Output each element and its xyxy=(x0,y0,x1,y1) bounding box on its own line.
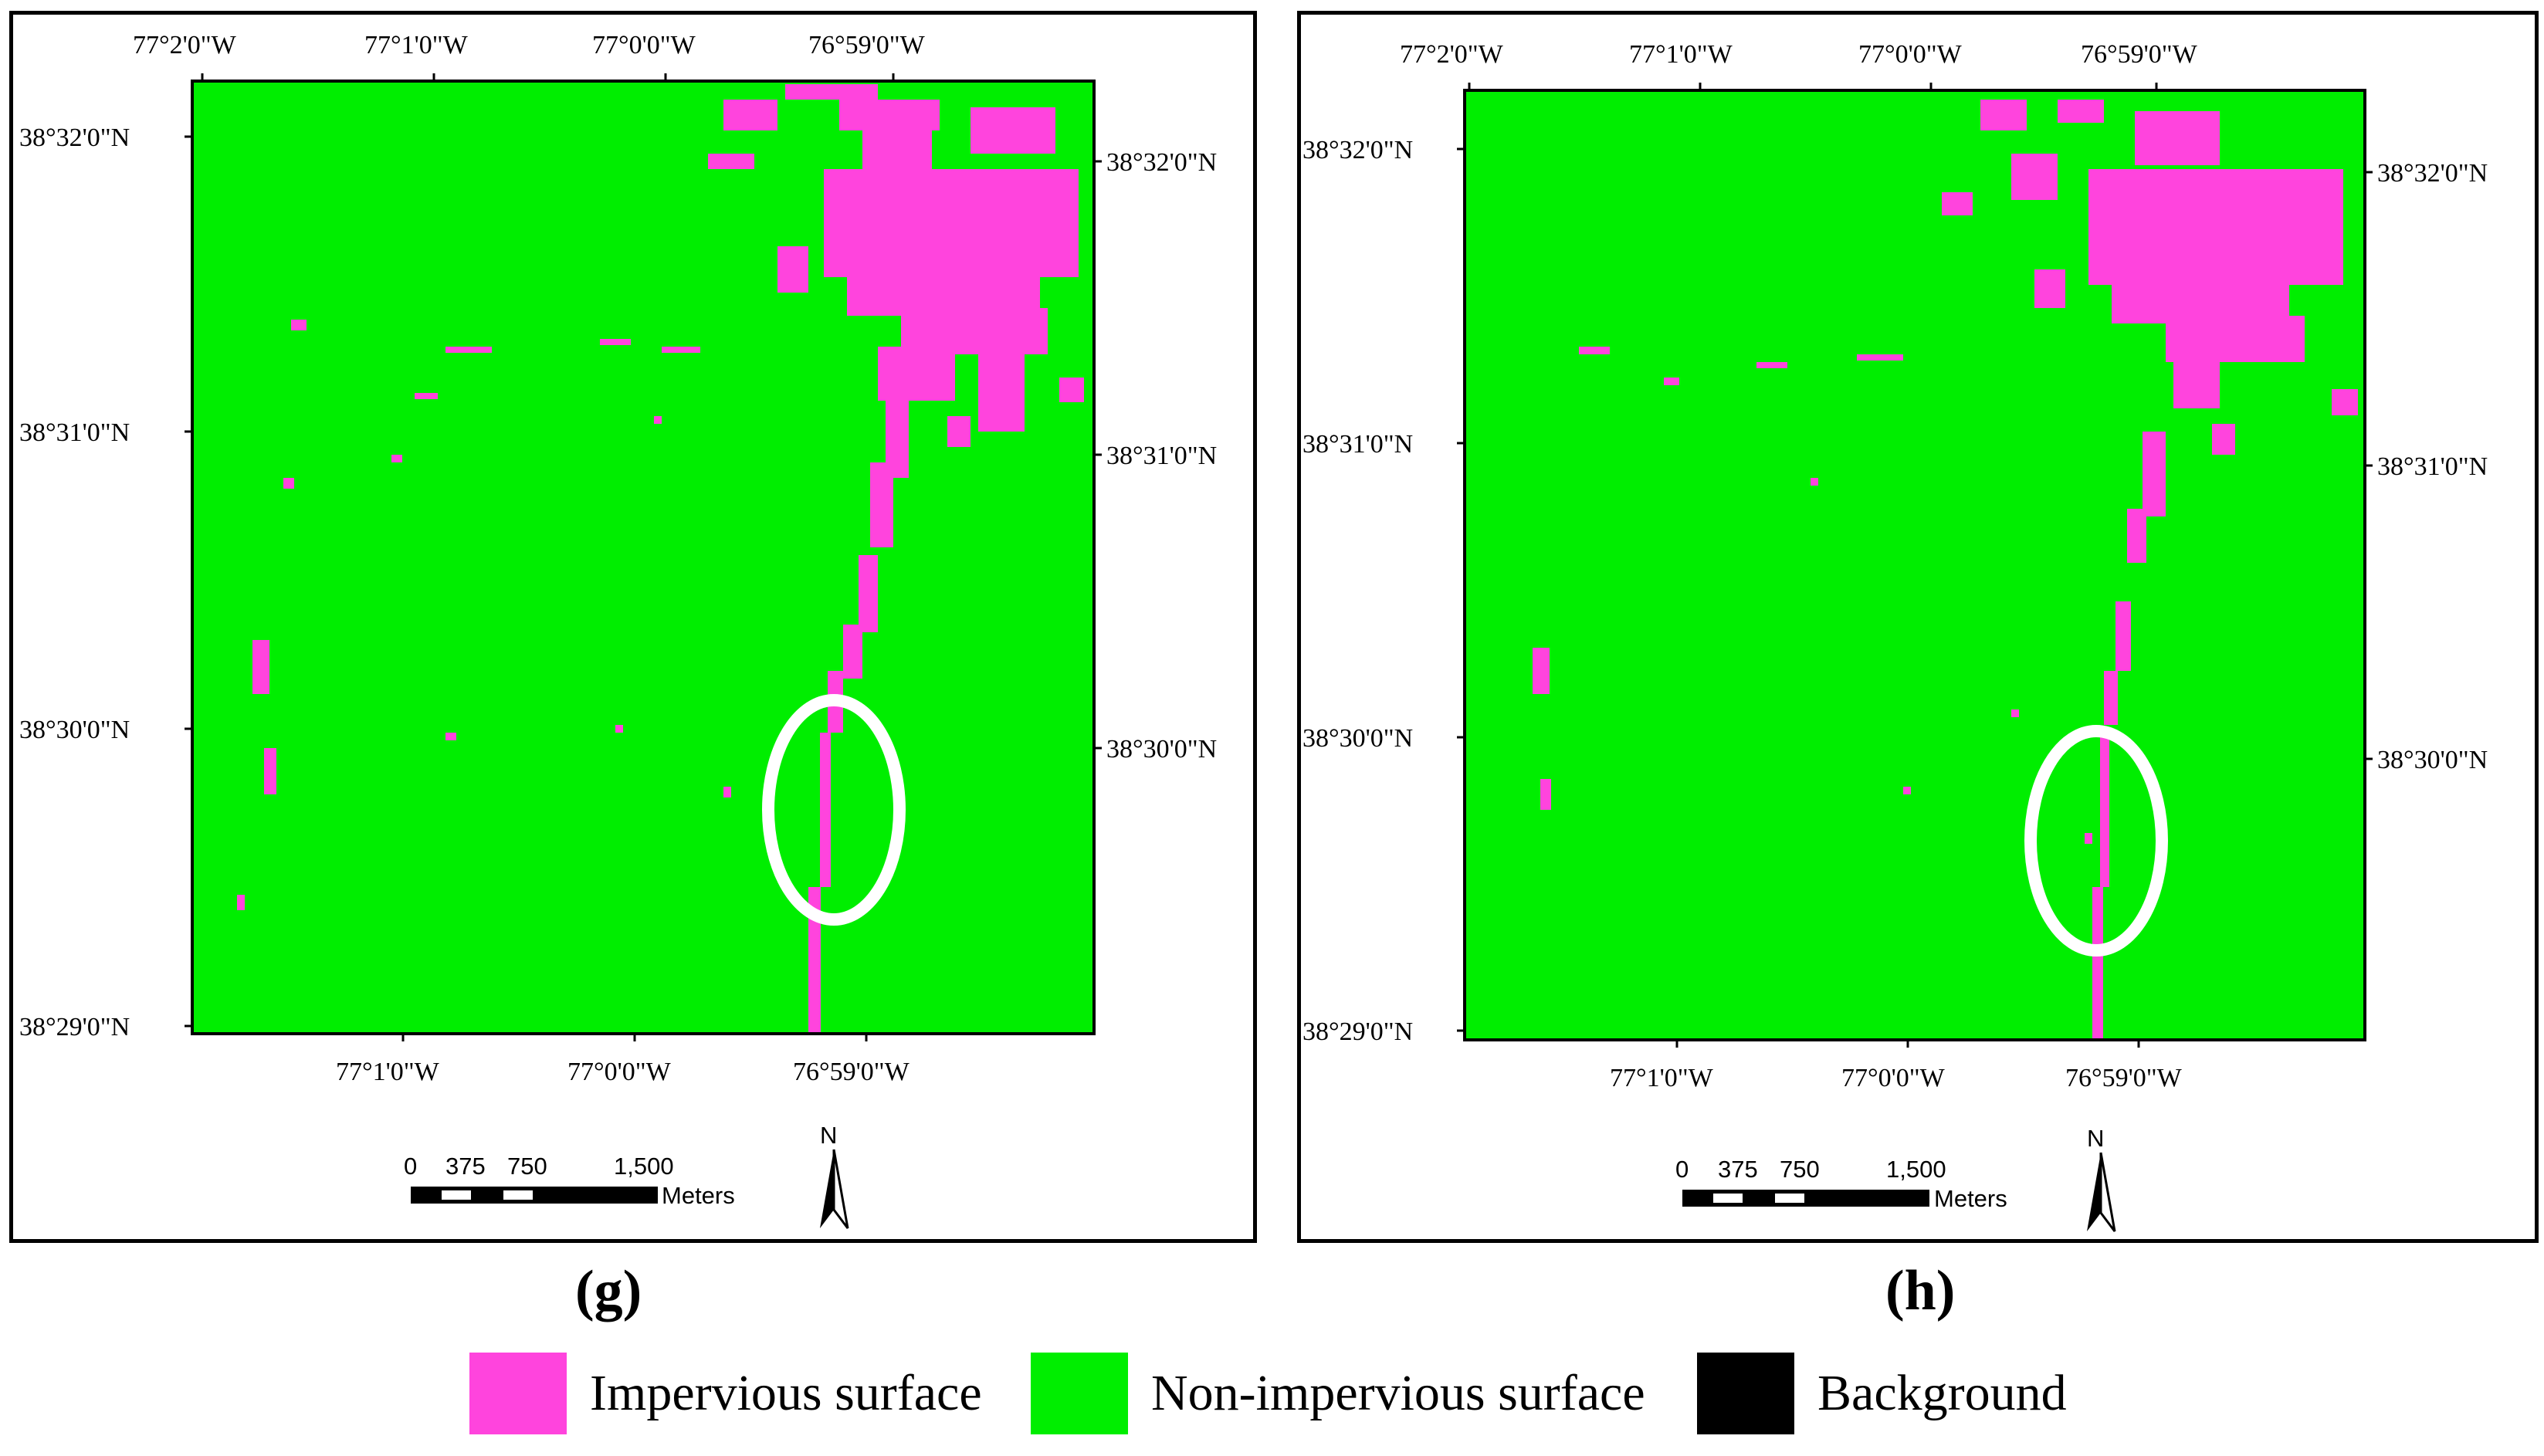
legend-item-non-impervious: Non-impervious surface xyxy=(1031,1351,1645,1436)
map-frame xyxy=(1463,89,2366,1041)
scale-tick-label: 1,500 xyxy=(1886,1156,1946,1183)
map-svg-h: 77°2'0"W 77°1'0"W 77°0'0"W 76°59'0"W 77°… xyxy=(1302,40,2488,1232)
top-lon-label: 76°59'0"W xyxy=(2081,40,2198,69)
panel-label-h: (h) xyxy=(1885,1259,1956,1322)
left-lat-label: 38°30'0"N xyxy=(1302,724,1413,753)
impervious-patches xyxy=(237,84,1084,1034)
left-lat-label: 38°30'0"N xyxy=(19,716,130,744)
map-panel-g: 77°2'0"W 77°1'0"W 77°0'0"W 76°59'0"W 77°… xyxy=(9,11,1257,1243)
scale-tick-label: 0 xyxy=(1675,1156,1689,1183)
north-label: N xyxy=(2087,1125,2104,1152)
impervious-patches xyxy=(1533,100,2358,1041)
right-lat-label: 38°31'0"N xyxy=(2377,452,2488,481)
graticule-ticks xyxy=(1457,83,2373,1048)
scale-bar: 0 375 750 1,500 Meters xyxy=(1675,1156,2007,1212)
right-lat-label: 38°32'0"N xyxy=(1106,148,1217,177)
map-panel-h: 77°2'0"W 77°1'0"W 77°0'0"W 76°59'0"W 77°… xyxy=(1297,11,2539,1243)
bottom-lon-label: 77°0'0"W xyxy=(567,1058,672,1086)
left-lat-label: 38°31'0"N xyxy=(19,418,130,447)
left-lat-label: 38°29'0"N xyxy=(1302,1018,1413,1046)
scale-unit-label: Meters xyxy=(1934,1185,2007,1212)
legend-label: Impervious surface xyxy=(590,1365,982,1421)
bottom-lon-label: 77°0'0"W xyxy=(1841,1064,1946,1092)
top-lon-label: 77°1'0"W xyxy=(1629,40,1733,69)
legend-swatch xyxy=(1697,1353,1794,1434)
bottom-lon-label: 76°59'0"W xyxy=(2065,1064,2183,1092)
north-arrow-icon: N xyxy=(820,1122,849,1229)
highlight-ellipse xyxy=(2024,725,2168,957)
highlight-ellipse xyxy=(762,694,906,926)
left-lat-label: 38°32'0"N xyxy=(19,124,130,152)
bottom-lon-label: 77°1'0"W xyxy=(336,1058,440,1086)
right-lat-label: 38°30'0"N xyxy=(2377,746,2488,774)
left-lat-label: 38°32'0"N xyxy=(1302,136,1413,164)
scale-unit-label: Meters xyxy=(662,1182,735,1209)
legend-label: Non-impervious surface xyxy=(1151,1365,1645,1421)
left-lat-label: 38°31'0"N xyxy=(1302,430,1413,459)
scale-tick-label: 750 xyxy=(1780,1156,1820,1183)
scale-tick-label: 750 xyxy=(507,1153,547,1180)
graticule-ticks xyxy=(185,73,1102,1041)
legend-label: Background xyxy=(1817,1365,2067,1421)
right-lat-label: 38°31'0"N xyxy=(1106,442,1217,470)
scale-tick-label: 0 xyxy=(404,1153,417,1180)
legend-swatch xyxy=(469,1353,567,1434)
scale-tick-label: 1,500 xyxy=(614,1153,674,1180)
left-lat-label: 38°29'0"N xyxy=(19,1013,130,1041)
bottom-lon-label: 76°59'0"W xyxy=(793,1058,910,1086)
legend-item-background: Background xyxy=(1697,1351,2067,1436)
top-lon-label: 77°2'0"W xyxy=(1400,40,1504,69)
map-svg-g: 77°2'0"W 77°1'0"W 77°0'0"W 76°59'0"W 77°… xyxy=(19,31,1217,1229)
panel-label-g: (g) xyxy=(575,1259,642,1322)
top-lon-label: 77°0'0"W xyxy=(1858,40,1963,69)
top-lon-label: 76°59'0"W xyxy=(808,31,926,59)
north-arrow-icon: N xyxy=(2087,1125,2116,1232)
scale-tick-label: 375 xyxy=(1718,1156,1758,1183)
top-lon-label: 77°2'0"W xyxy=(133,31,237,59)
scale-bar: 0 375 750 1,500 Meters xyxy=(404,1153,735,1209)
right-lat-label: 38°32'0"N xyxy=(2377,159,2488,188)
legend-swatch xyxy=(1031,1353,1128,1434)
legend-item-impervious: Impervious surface xyxy=(469,1351,982,1436)
bottom-lon-label: 77°1'0"W xyxy=(1610,1064,1714,1092)
top-lon-label: 77°0'0"W xyxy=(592,31,696,59)
right-lat-label: 38°30'0"N xyxy=(1106,735,1217,764)
north-label: N xyxy=(820,1122,837,1149)
map-frame xyxy=(191,80,1096,1035)
scale-tick-label: 375 xyxy=(445,1153,486,1180)
top-lon-label: 77°1'0"W xyxy=(364,31,469,59)
